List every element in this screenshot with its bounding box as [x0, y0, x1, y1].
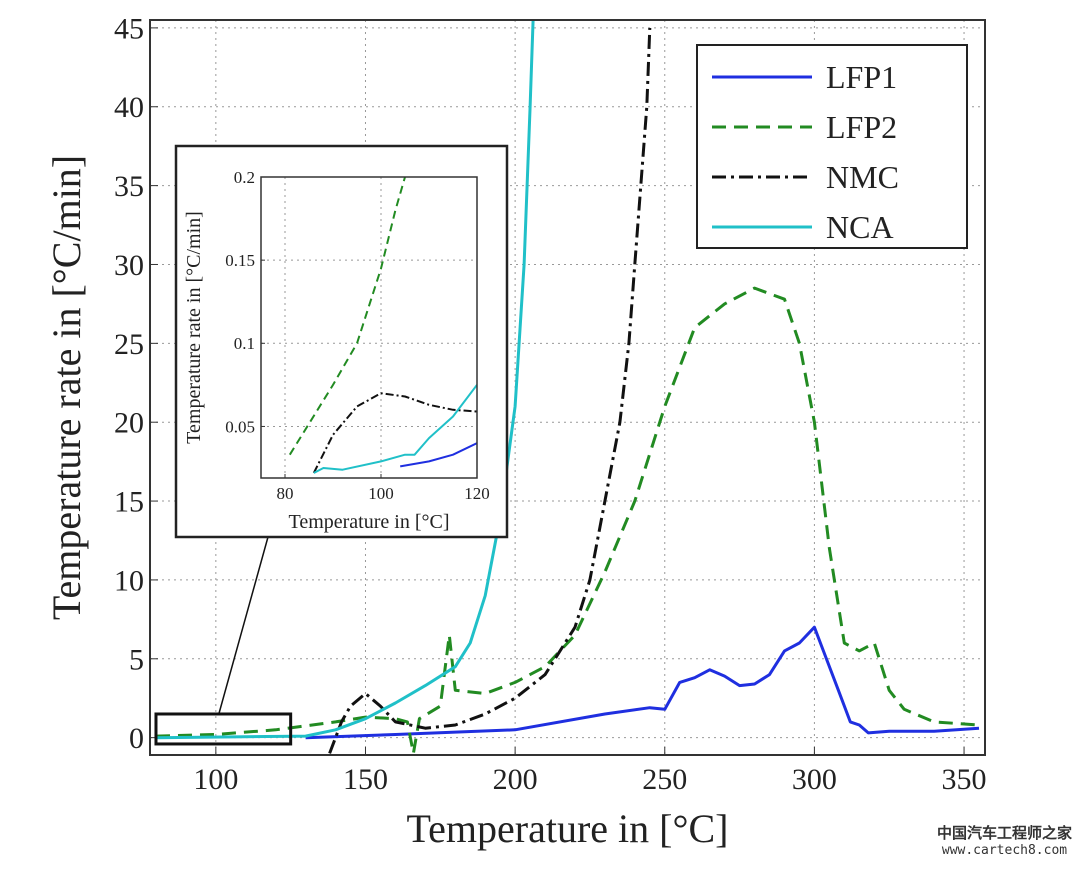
main-y-tick-label: 25 — [114, 328, 144, 361]
inset-y-tick-label: 0.05 — [225, 417, 255, 436]
inset-series-lfp2 — [288, 177, 406, 456]
zoom-connector-line — [218, 536, 269, 715]
main-x-tick-label: 350 — [942, 763, 987, 796]
inset-plot-area — [261, 177, 477, 478]
inset-series-lfp1 — [400, 442, 477, 468]
inset-x-tick-label: 120 — [464, 484, 490, 503]
main-x-tick-label: 250 — [642, 763, 687, 796]
legend-box — [696, 44, 968, 249]
inset-y-axis-label: Temperature rate in [°C/min] — [183, 211, 205, 444]
main-series-nca — [155, 20, 535, 740]
legend-label-lfp1: LFP1 — [826, 59, 897, 95]
main-x-tick-label: 200 — [493, 763, 538, 796]
main-series-nmc — [328, 27, 652, 754]
inset-axes: 80 100 120 0.05 0.1 0.15 0.2 Temperature in [°C… — [183, 168, 490, 533]
main-y-tick-label: 10 — [114, 564, 144, 597]
inset-y-tick-label: 0.2 — [234, 168, 255, 187]
main-x-tick-label: 300 — [792, 763, 837, 796]
watermark-chinese: 中国汽车工程师之家 — [936, 824, 1072, 842]
main-series-group — [155, 20, 980, 755]
inset-x-axis-label: Temperature in [°C] — [289, 511, 450, 533]
main-y-axis-label: Temperature rate in [°C/min] — [44, 155, 89, 620]
legend-label-nca: NCA — [826, 209, 894, 245]
main-series-lfp1 — [305, 625, 980, 740]
main-axes-frame — [149, 19, 986, 756]
inset-series-group — [288, 177, 477, 474]
watermark-url: www.cartech8.com — [941, 843, 1068, 858]
inset-series-nmc — [312, 392, 477, 474]
inset-y-tick-label: 0.1 — [234, 334, 255, 353]
main-y-tick-label: 40 — [114, 91, 144, 124]
legend-label-lfp2: LFP2 — [826, 109, 897, 145]
main-x-tick-label: 150 — [343, 763, 388, 796]
main-y-tick-label: 35 — [114, 170, 144, 203]
main-y-tick-label: 15 — [114, 486, 144, 519]
inset-x-tick-label: 100 — [368, 484, 394, 503]
main-y-tick-label: 0 — [129, 722, 144, 755]
zoom-region-box — [154, 712, 293, 746]
legend-label-nmc: NMC — [826, 159, 899, 195]
main-y-tick-label: 30 — [114, 249, 144, 282]
legend: LFP1 LFP2 NMC NCA — [696, 44, 968, 249]
main-x-tick-label: 100 — [193, 763, 238, 796]
inset-x-tick-label: 80 — [277, 484, 294, 503]
main-y-tick-label: 5 — [129, 643, 144, 676]
inset-y-tick-label: 0.15 — [225, 251, 255, 270]
inset-series-nca — [313, 384, 477, 474]
main-y-tick-label: 20 — [114, 407, 144, 440]
main-x-axis-label: Temperature in [°C] — [407, 806, 729, 851]
main-series-lfp2 — [155, 286, 980, 755]
main-y-tick-label: 45 — [114, 12, 144, 45]
watermark: 中国汽车工程师之家 www.cartech8.com — [937, 822, 1072, 858]
inset-axes-frame — [260, 176, 478, 479]
